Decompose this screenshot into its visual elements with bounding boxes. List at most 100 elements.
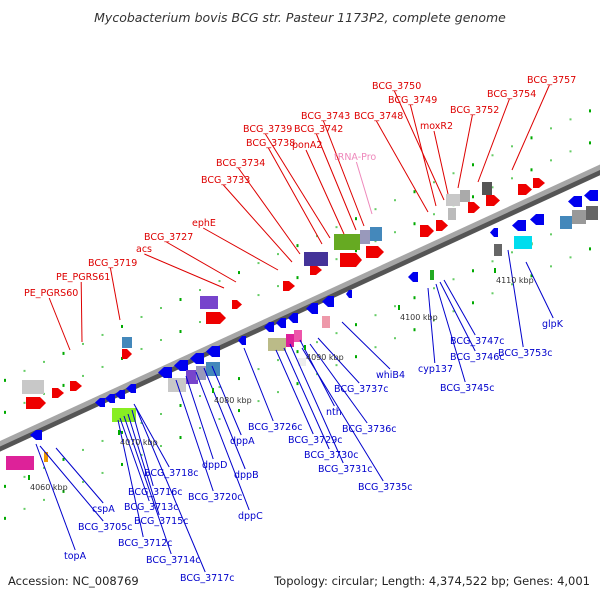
tick-mark bbox=[433, 213, 435, 216]
tick-mark bbox=[82, 342, 84, 345]
tick-mark bbox=[394, 231, 396, 234]
leader-line bbox=[477, 98, 510, 183]
tick-mark bbox=[472, 163, 474, 167]
tick-mark bbox=[296, 350, 299, 354]
reverse-gene-label: nth bbox=[326, 407, 342, 418]
tick-mark bbox=[257, 368, 260, 371]
position-marker-label: 4070 kbp bbox=[120, 438, 158, 447]
leader-line bbox=[123, 415, 172, 555]
reverse-gene-label: BCG_3736c bbox=[342, 424, 397, 435]
tick-mark bbox=[277, 285, 279, 288]
forward-gene bbox=[468, 202, 480, 213]
forward-gene-label: BCG_3757 bbox=[527, 75, 576, 86]
forward-gene-label: BCG_3748 bbox=[354, 111, 403, 122]
forward-gene-label: PE_PGRS60 bbox=[24, 288, 78, 299]
forward-gene-label: BCG_3738 bbox=[246, 138, 295, 149]
tick-mark bbox=[23, 507, 26, 510]
reverse-gene bbox=[95, 398, 105, 407]
tick-mark bbox=[121, 430, 123, 434]
reverse-gene bbox=[105, 394, 115, 403]
tick-mark bbox=[491, 154, 494, 157]
tick-mark bbox=[413, 222, 416, 226]
forward-gene-label: tRNA-Pro bbox=[334, 152, 376, 163]
feature-box bbox=[186, 370, 198, 384]
reverse-gene bbox=[264, 322, 274, 332]
leader-line bbox=[48, 297, 71, 351]
leader-line bbox=[305, 149, 345, 235]
leader-line bbox=[131, 409, 154, 487]
tick-mark bbox=[4, 484, 6, 488]
feature-box bbox=[572, 210, 586, 224]
reverse-gene bbox=[322, 296, 334, 307]
position-tick bbox=[494, 268, 496, 273]
leader-line bbox=[433, 130, 449, 195]
reverse-gene-label: dppD bbox=[202, 460, 227, 471]
position-tick bbox=[28, 475, 30, 480]
tick-mark bbox=[355, 217, 357, 221]
leader-line bbox=[393, 90, 445, 201]
tick-mark bbox=[394, 199, 396, 202]
leader-line bbox=[301, 347, 384, 482]
reverse-gene-label: BCG_3715c bbox=[134, 516, 189, 527]
tick-mark bbox=[550, 233, 552, 236]
tick-mark bbox=[296, 382, 299, 386]
leader-line bbox=[127, 413, 160, 516]
tick-mark bbox=[374, 208, 377, 211]
tick-mark bbox=[472, 195, 474, 199]
tick-mark bbox=[355, 355, 357, 359]
leader-line bbox=[133, 403, 170, 468]
tick-mark bbox=[199, 289, 201, 292]
tick-mark bbox=[335, 258, 338, 261]
reverse-gene-label: BCG_3729c bbox=[288, 435, 343, 446]
feature-box bbox=[460, 190, 470, 202]
tick-mark bbox=[199, 427, 201, 430]
reverse-gene bbox=[530, 214, 544, 225]
leader-line bbox=[135, 407, 206, 573]
reverse-gene bbox=[512, 220, 526, 231]
feature-box bbox=[298, 358, 306, 366]
tick-mark bbox=[257, 262, 260, 265]
tick-mark bbox=[355, 249, 357, 253]
reverse-gene bbox=[174, 360, 188, 371]
tick-mark bbox=[511, 145, 513, 148]
feature-box bbox=[586, 206, 598, 220]
leader-line bbox=[237, 167, 301, 255]
reverse-gene-label: glpK bbox=[542, 319, 564, 330]
tick-mark bbox=[374, 240, 377, 243]
reverse-gene-label: BCG_3714c bbox=[146, 555, 201, 566]
feature-box bbox=[122, 337, 132, 348]
leader-line bbox=[203, 367, 246, 470]
leader-line bbox=[243, 347, 274, 422]
tick-mark bbox=[238, 377, 240, 381]
leader-line bbox=[341, 321, 391, 370]
feature-box bbox=[370, 227, 382, 241]
tick-mark bbox=[413, 190, 416, 194]
forward-gene bbox=[366, 246, 384, 258]
tick-mark bbox=[62, 351, 65, 355]
map-title: Mycobacterium bovis BCG str. Pasteur 117… bbox=[94, 10, 506, 25]
gene-features bbox=[6, 178, 598, 470]
reverse-gene-label: BCG_3731c bbox=[318, 464, 373, 475]
tick-mark bbox=[530, 136, 533, 140]
tick-mark bbox=[335, 226, 338, 229]
topology-summary: Topology: circular; Length: 4,374,522 bp… bbox=[274, 574, 590, 588]
leader-line bbox=[55, 447, 104, 504]
feature-box bbox=[494, 244, 502, 256]
tick-mark bbox=[550, 159, 552, 162]
tick-mark bbox=[82, 374, 84, 377]
forward-gene-label: BCG_3727 bbox=[144, 232, 193, 243]
leader-line bbox=[315, 133, 357, 231]
feature-box bbox=[268, 338, 286, 351]
reverse-gene-label: BCG_3746c bbox=[450, 352, 505, 363]
reverse-gene bbox=[276, 318, 286, 328]
feature-box bbox=[430, 270, 434, 280]
tick-mark bbox=[179, 330, 182, 334]
reverse-gene-label: whiB4 bbox=[376, 370, 405, 381]
tick-mark bbox=[43, 466, 45, 469]
tick-mark bbox=[82, 480, 84, 483]
leader-line bbox=[223, 184, 293, 263]
tick-mark bbox=[589, 247, 591, 251]
forward-gene-label: ephE bbox=[192, 218, 216, 229]
